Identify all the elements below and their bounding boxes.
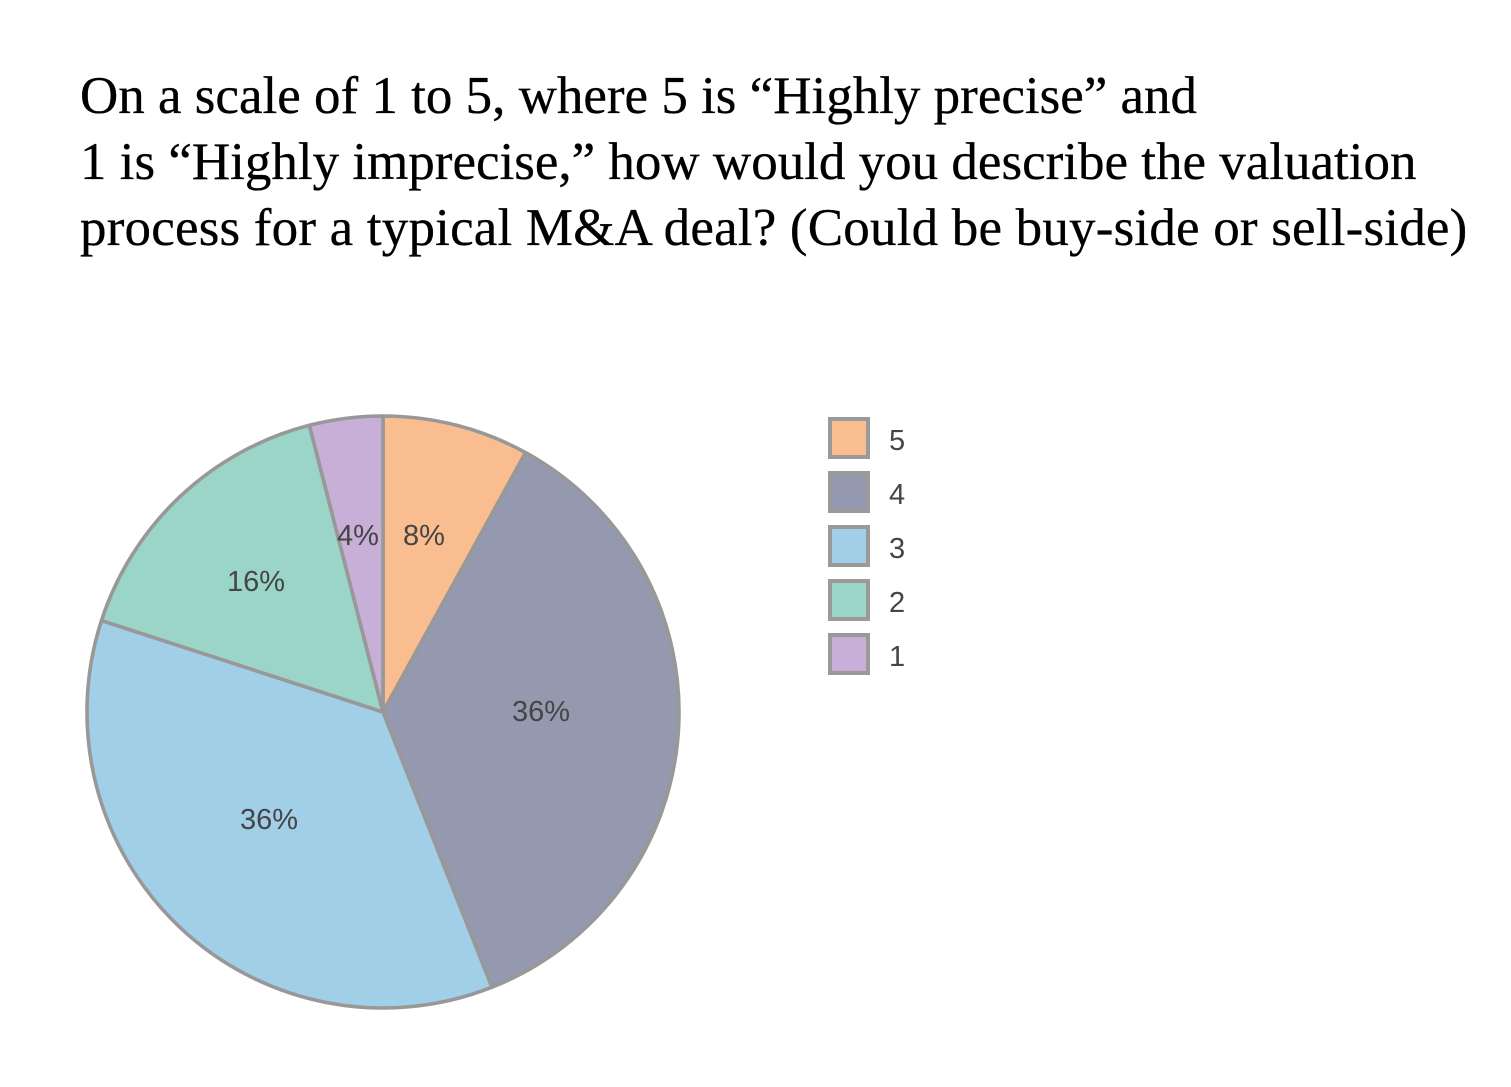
svg-text:36%: 36% bbox=[512, 696, 570, 728]
svg-text:4%: 4% bbox=[337, 520, 379, 552]
svg-text:16%: 16% bbox=[227, 566, 285, 598]
svg-text:8%: 8% bbox=[403, 520, 445, 552]
svg-text:36%: 36% bbox=[240, 804, 298, 836]
